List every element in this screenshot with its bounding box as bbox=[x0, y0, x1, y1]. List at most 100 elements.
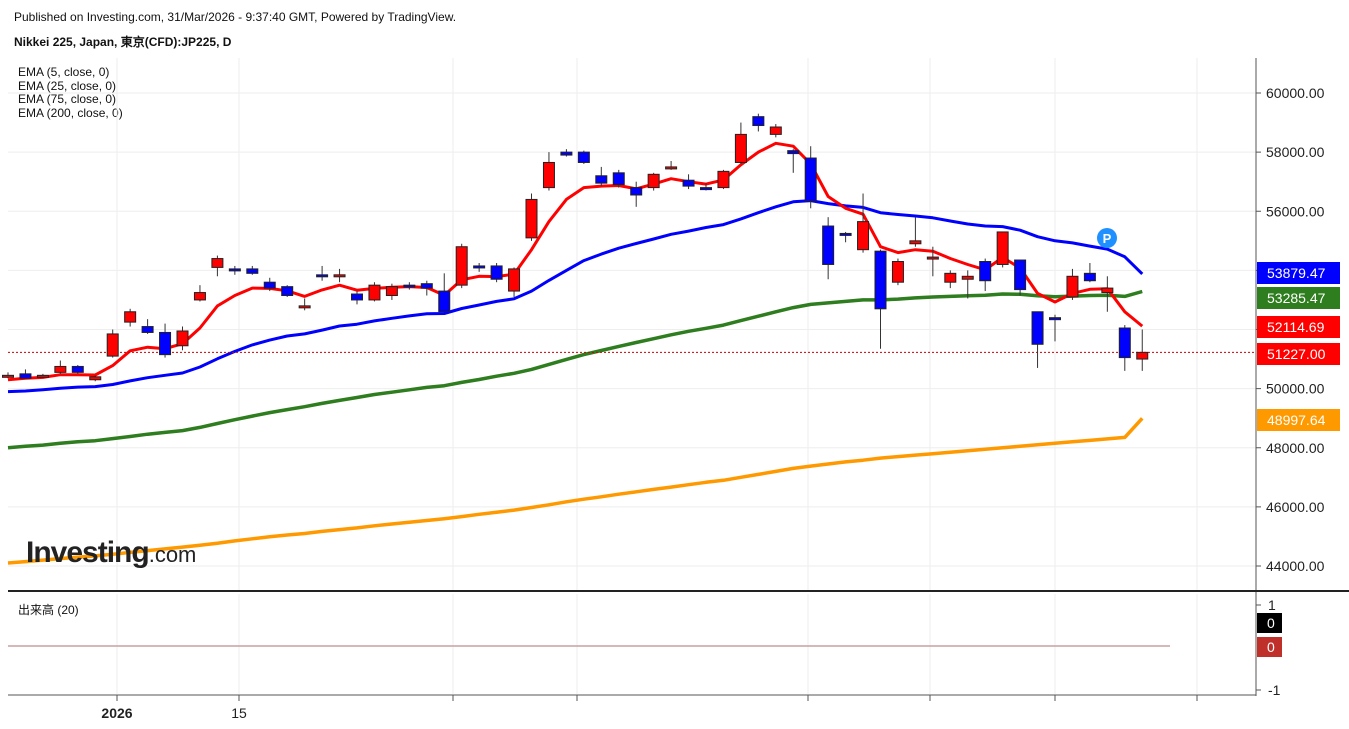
candle-body bbox=[1118, 327, 1131, 359]
candle-body bbox=[560, 151, 573, 156]
candle-up bbox=[1101, 276, 1114, 312]
legend-ema5[interactable]: EMA (5, close, 0) bbox=[18, 65, 110, 79]
candle-body bbox=[298, 305, 311, 309]
candle-up bbox=[298, 298, 311, 311]
candle-body bbox=[176, 330, 189, 347]
price-tag-label: 53879.47 bbox=[1267, 265, 1326, 281]
candle-down bbox=[804, 146, 817, 209]
x-date-label: 15 bbox=[231, 705, 247, 721]
candle-body bbox=[769, 126, 782, 135]
volume-tag-label: 0 bbox=[1267, 639, 1275, 655]
candle-body bbox=[508, 268, 521, 292]
candle-down bbox=[281, 285, 294, 297]
candle-body bbox=[1083, 272, 1096, 282]
p-marker-letter: P bbox=[1103, 231, 1112, 246]
p-marker-circle bbox=[1097, 228, 1117, 248]
logo-main: Investing bbox=[26, 536, 150, 569]
candle-body bbox=[822, 225, 835, 265]
candle-body bbox=[665, 166, 678, 170]
candle-body bbox=[1136, 351, 1149, 360]
candle-up bbox=[508, 267, 521, 297]
candle-body bbox=[577, 151, 590, 163]
candle-down bbox=[473, 262, 486, 272]
candle-down bbox=[1049, 314, 1061, 342]
investing-logo: Investing.com bbox=[26, 536, 196, 570]
candle-body bbox=[316, 274, 329, 278]
price-tag: 53285.47 bbox=[1257, 287, 1340, 309]
candle-up bbox=[909, 217, 922, 247]
candle-body bbox=[333, 274, 346, 278]
candle-body bbox=[141, 326, 154, 333]
candle-up bbox=[542, 152, 555, 191]
candle-body bbox=[193, 292, 206, 301]
candle-body bbox=[473, 265, 486, 269]
candle-up bbox=[193, 285, 206, 302]
candle-body bbox=[542, 161, 555, 189]
candle-up bbox=[717, 169, 730, 190]
candle-body bbox=[647, 173, 660, 189]
candle-up bbox=[2, 372, 14, 379]
candle-down bbox=[595, 166, 608, 187]
candle-body bbox=[351, 293, 363, 301]
ema200-line bbox=[7, 417, 1144, 565]
candle-body bbox=[612, 172, 625, 186]
candle-down bbox=[490, 262, 503, 283]
candle-up bbox=[961, 270, 974, 299]
candle-down bbox=[979, 258, 992, 292]
axes: 60000.0058000.0056000.0054000.0052000.00… bbox=[8, 58, 1349, 721]
candle-body bbox=[368, 284, 381, 301]
y-tick-label: 58000.00 bbox=[1266, 144, 1325, 160]
y-tick-label: 60000.00 bbox=[1266, 85, 1325, 101]
grid-lines bbox=[8, 58, 1256, 694]
candle-up bbox=[89, 375, 102, 382]
candle-up bbox=[996, 231, 1009, 268]
indicator-legend: EMA (5, close, 0) EMA (25, close, 0) EMA… bbox=[18, 65, 123, 120]
price-tag-label: 52114.69 bbox=[1267, 319, 1325, 335]
candle-body bbox=[228, 268, 241, 272]
legend-ema200[interactable]: EMA (200, close, 0) bbox=[18, 105, 123, 120]
candle-body bbox=[891, 261, 904, 283]
candle-down bbox=[560, 149, 573, 157]
candle-down bbox=[1118, 325, 1131, 371]
price-tag: 51227.00 bbox=[1257, 343, 1340, 365]
candle-body bbox=[385, 286, 398, 297]
candle-up bbox=[176, 326, 189, 351]
candle-up bbox=[1066, 268, 1079, 300]
price-tag-bg bbox=[1257, 409, 1340, 431]
candle-up bbox=[926, 246, 939, 277]
candle-down bbox=[630, 181, 643, 207]
candle-up bbox=[211, 255, 224, 277]
legend-ema75[interactable]: EMA (75, close, 0) bbox=[18, 92, 117, 106]
candle-down bbox=[700, 183, 712, 191]
volume-tag: 0 bbox=[1257, 613, 1282, 633]
y-tick-label: 50000.00 bbox=[1266, 381, 1325, 397]
candle-body bbox=[857, 221, 870, 251]
candle-down bbox=[246, 265, 259, 275]
candle-body bbox=[89, 376, 102, 381]
price-tag-label: 48997.64 bbox=[1267, 412, 1326, 428]
candle-up bbox=[944, 270, 957, 289]
candles bbox=[2, 113, 1149, 382]
price-tag-bg bbox=[1257, 287, 1340, 309]
candle-down bbox=[1014, 259, 1027, 296]
symbol-title: Nikkei 225, Japan, 東京(CFD):JP225, D bbox=[14, 35, 232, 49]
candle-body bbox=[944, 272, 957, 283]
candle-body bbox=[804, 157, 817, 202]
candle-body bbox=[630, 187, 643, 196]
legend-ema25[interactable]: EMA (25, close, 0) bbox=[18, 78, 117, 93]
price-tag-bg bbox=[1257, 262, 1340, 284]
candle-body bbox=[1031, 311, 1044, 345]
candle-up bbox=[106, 329, 119, 358]
volume-tag-label: 0 bbox=[1267, 615, 1275, 631]
candle-up bbox=[333, 268, 346, 283]
candle-down bbox=[420, 280, 433, 296]
candle-body bbox=[700, 187, 712, 191]
ema75-line bbox=[7, 289, 1143, 450]
candle-body bbox=[717, 170, 730, 189]
candle-up bbox=[665, 160, 678, 170]
candle-body bbox=[71, 365, 84, 373]
price-tags: 53879.47 53285.47 52114.69 51227.00 48997.64… bbox=[1257, 262, 1340, 657]
candle-body bbox=[438, 290, 451, 313]
ema25-line bbox=[7, 199, 1144, 394]
